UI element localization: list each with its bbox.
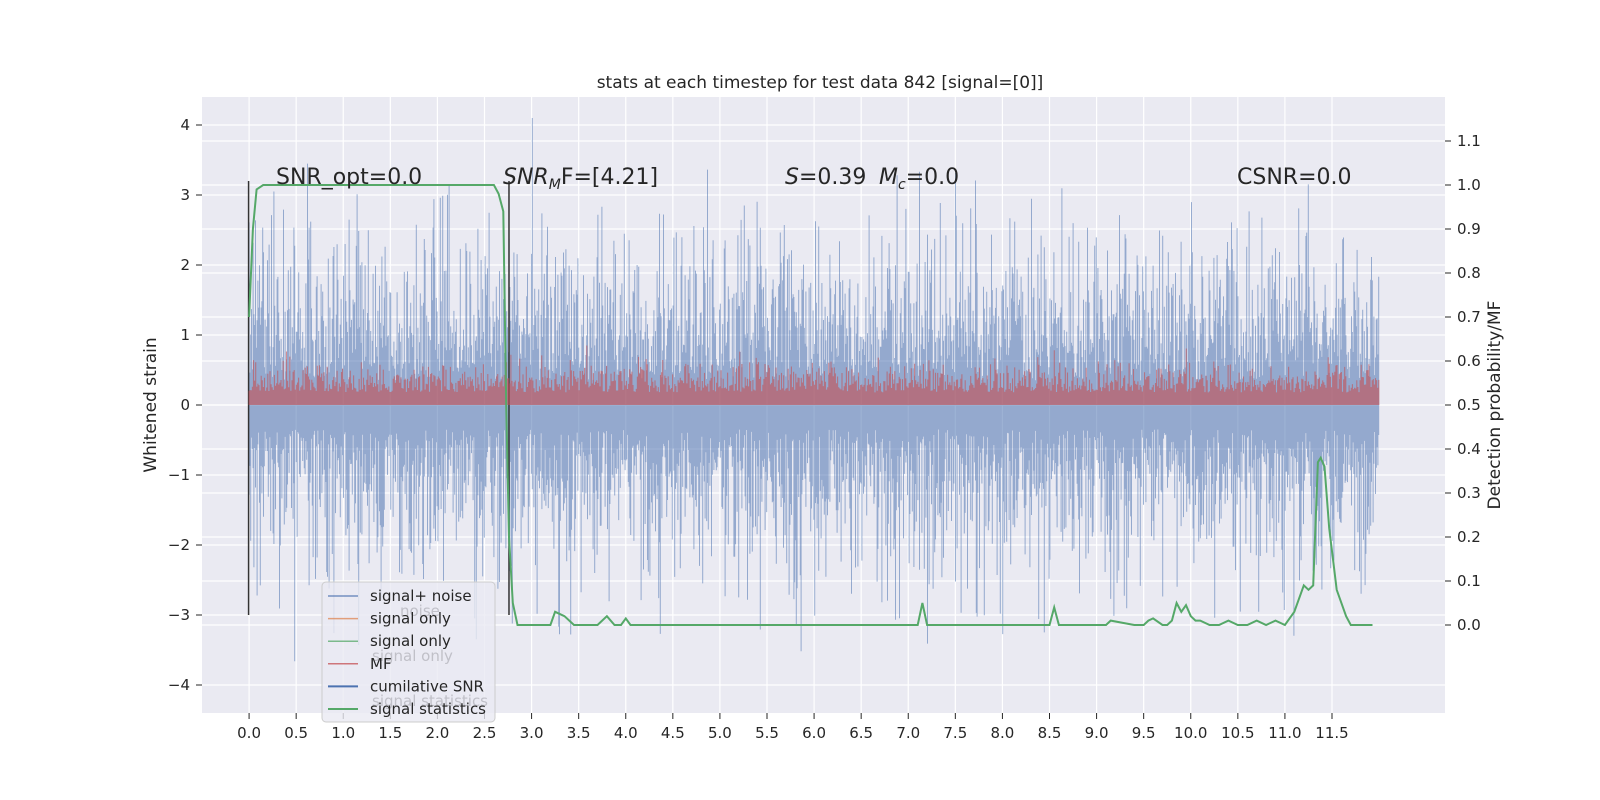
- annotation-snr-mf: SNRMF=[4.21]: [503, 165, 658, 193]
- annotation-snr-opt: SNR_opt=0.0: [276, 165, 422, 190]
- y2-tick-label: 0.0: [1457, 616, 1481, 634]
- y-axis-ticks: 4 3 2 1 0 −1 −2 −3 −4: [168, 116, 202, 694]
- y2-tick-label: 0.8: [1457, 264, 1481, 282]
- legend-label: signal statistics: [370, 700, 486, 718]
- x-tick-label: 10.5: [1221, 724, 1254, 742]
- chart-title: stats at each timestep for test data 842…: [597, 73, 1044, 93]
- x-tick-label: 10.0: [1174, 724, 1207, 742]
- legend-label: signal only: [370, 632, 451, 650]
- legend-label: signal+ noise: [370, 587, 472, 605]
- y2-tick-label: 0.1: [1457, 572, 1481, 590]
- legend-label: signal only: [370, 610, 451, 628]
- y-tick-label: −4: [168, 676, 190, 694]
- y-axis-label: Whitened strain: [141, 337, 161, 472]
- legend-ghost-label: signal statistics: [372, 692, 488, 710]
- mf-line: [248, 345, 1380, 405]
- y-tick-label: 1: [180, 326, 190, 344]
- y2-tick-label: 1.0: [1457, 176, 1481, 194]
- y2-tick-label: 0.9: [1457, 220, 1481, 238]
- x-tick-label: 7.0: [896, 724, 920, 742]
- annotation-csnr: CSNR=0.0: [1237, 165, 1352, 190]
- y-tick-label: 3: [180, 186, 190, 204]
- x-tick-label: 6.0: [802, 724, 826, 742]
- x-tick-label: 9.0: [1085, 724, 1109, 742]
- signal-statistics-series: [248, 184, 1373, 627]
- y2-tick-label: 0.4: [1457, 440, 1481, 458]
- y-tick-label: 2: [180, 256, 190, 274]
- x-tick-label: 0.0: [237, 724, 261, 742]
- x-tick-label: 11.5: [1315, 724, 1348, 742]
- y-tick-label: −2: [168, 536, 190, 554]
- x-tick-label: 5.5: [755, 724, 779, 742]
- y2-tick-label: 0.6: [1457, 352, 1481, 370]
- x-tick-label: 2.5: [473, 724, 497, 742]
- y2-axis-label: Detection probability/MF: [1485, 301, 1505, 510]
- x-tick-label: 4.5: [661, 724, 685, 742]
- annotation-mc: Mc=0.0: [879, 165, 959, 193]
- x-tick-label: 6.5: [849, 724, 873, 742]
- x-tick-label: 7.5: [943, 724, 967, 742]
- x-tick-label: 9.5: [1132, 724, 1156, 742]
- y2-tick-label: 0.7: [1457, 308, 1481, 326]
- legend-box: [321, 581, 496, 723]
- legend-label: MF: [370, 655, 392, 673]
- annotation-s: S=0.39: [785, 165, 866, 190]
- signal-statistics-line: [248, 184, 1373, 627]
- x-tick-label: 8.5: [1038, 724, 1062, 742]
- x-tick-label: 3.0: [520, 724, 544, 742]
- x-tick-label: 11.0: [1268, 724, 1301, 742]
- x-tick-label: 4.0: [614, 724, 638, 742]
- x-tick-label: 0.5: [284, 724, 308, 742]
- legend-ghost-label: signal only: [372, 647, 453, 665]
- x-tick-label: 5.0: [708, 724, 732, 742]
- y2-tick-label: 0.3: [1457, 484, 1481, 502]
- x-axis-ticks: 0.0 0.5 1.0 1.5 2.0 2.5 3.0 3.5 4.0 4.5 5.0 5.5 6.0 6…: [237, 713, 1349, 742]
- y2-tick-label: 0.5: [1457, 396, 1481, 414]
- y2-axis-ticks: 1.1 1.0 0.9 0.8 0.7 0.6 0.5 0.4 0.3 0.2 0.1 0.0: [1445, 132, 1481, 634]
- x-tick-label: 8.0: [990, 724, 1014, 742]
- y-tick-label: 4: [180, 116, 190, 134]
- x-tick-label: 1.0: [331, 724, 355, 742]
- y-tick-label: −3: [168, 606, 190, 624]
- x-tick-label: 1.5: [378, 724, 402, 742]
- y2-tick-label: 0.2: [1457, 528, 1481, 546]
- y-tick-label: 0: [180, 396, 190, 414]
- x-tick-label: 3.5: [567, 724, 591, 742]
- mf-series: [248, 345, 1380, 405]
- y2-tick-label: 1.1: [1457, 132, 1481, 150]
- x-tick-label: 2.0: [425, 724, 449, 742]
- legend-ghost-label: noise: [400, 602, 440, 620]
- legend-label: cumilative SNR: [370, 677, 484, 695]
- y-tick-label: −1: [168, 466, 190, 484]
